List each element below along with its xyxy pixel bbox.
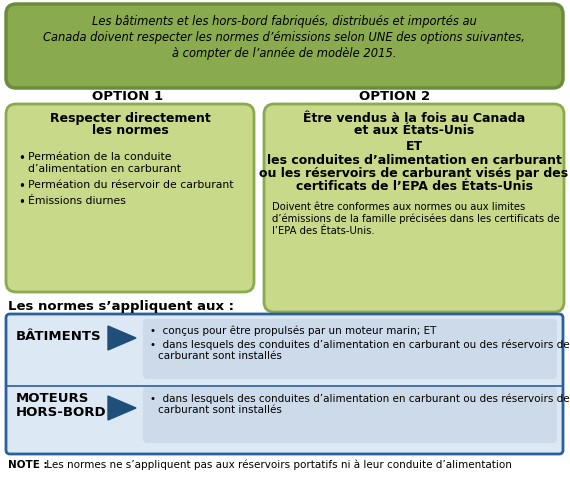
- Text: ET: ET: [405, 139, 422, 152]
- Text: Perméation de la conduite: Perméation de la conduite: [28, 152, 172, 162]
- Text: Respecter directement: Respecter directement: [50, 112, 210, 125]
- Text: •: •: [18, 196, 25, 209]
- Text: BÂTIMENTS: BÂTIMENTS: [16, 330, 101, 343]
- FancyBboxPatch shape: [143, 387, 557, 443]
- Text: Être vendus à la fois au Canada: Être vendus à la fois au Canada: [303, 112, 525, 125]
- Text: les conduites d’alimentation en carburant: les conduites d’alimentation en carburan…: [267, 155, 561, 168]
- Text: à compter de l’année de modèle 2015.: à compter de l’année de modèle 2015.: [172, 46, 396, 59]
- Text: NOTE :: NOTE :: [8, 460, 48, 470]
- Polygon shape: [108, 396, 136, 420]
- Text: ou les réservoirs de carburant visés par des: ou les réservoirs de carburant visés par…: [259, 168, 568, 181]
- Text: HORS-BORD: HORS-BORD: [16, 406, 107, 419]
- FancyBboxPatch shape: [143, 319, 557, 379]
- Text: Perméation du réservoir de carburant: Perméation du réservoir de carburant: [28, 180, 234, 190]
- Text: l’EPA des États-Unis.: l’EPA des États-Unis.: [272, 226, 374, 236]
- Text: •  conçus pour être propulsés par un moteur marin; ET: • conçus pour être propulsés par un mote…: [150, 325, 437, 335]
- FancyBboxPatch shape: [6, 314, 563, 454]
- Text: •  dans lesquels des conduites d’alimentation en carburant ou des réservoirs de: • dans lesquels des conduites d’alimenta…: [150, 339, 569, 350]
- Text: les normes: les normes: [92, 125, 168, 137]
- Text: d’émissions de la famille précisées dans les certificats de: d’émissions de la famille précisées dans…: [272, 214, 560, 225]
- Text: et aux États-Unis: et aux États-Unis: [354, 125, 474, 137]
- Text: Doivent être conformes aux normes ou aux limites: Doivent être conformes aux normes ou aux…: [272, 202, 525, 212]
- FancyBboxPatch shape: [6, 104, 254, 292]
- Text: carburant sont installés: carburant sont installés: [158, 405, 282, 415]
- Text: OPTION 2: OPTION 2: [360, 90, 430, 103]
- Text: certificats de l’EPA des États-Unis: certificats de l’EPA des États-Unis: [295, 181, 532, 194]
- Text: d’alimentation en carburant: d’alimentation en carburant: [28, 164, 181, 174]
- Text: Les normes s’appliquent aux :: Les normes s’appliquent aux :: [8, 300, 234, 313]
- Text: Canada doivent respecter les normes d’émissions selon UNE des options suivantes,: Canada doivent respecter les normes d’ém…: [43, 31, 525, 44]
- Text: Émissions diurnes: Émissions diurnes: [28, 196, 126, 206]
- Polygon shape: [108, 326, 136, 350]
- Text: •: •: [18, 152, 25, 165]
- Text: Les bâtiments et les hors-bord fabriqués, distribués et importés au: Les bâtiments et les hors-bord fabriqués…: [92, 14, 477, 27]
- Text: Les normes ne s’appliquent pas aux réservoirs portatifs ni à leur conduite d’ali: Les normes ne s’appliquent pas aux réser…: [43, 460, 512, 470]
- Text: OPTION 1: OPTION 1: [92, 90, 164, 103]
- Text: MOTEURS: MOTEURS: [16, 392, 89, 405]
- Text: •  dans lesquels des conduites d’alimentation en carburant ou des réservoirs de: • dans lesquels des conduites d’alimenta…: [150, 393, 569, 403]
- FancyBboxPatch shape: [6, 4, 563, 88]
- FancyBboxPatch shape: [264, 104, 564, 312]
- Text: •: •: [18, 180, 25, 193]
- Text: carburant sont installés: carburant sont installés: [158, 351, 282, 361]
